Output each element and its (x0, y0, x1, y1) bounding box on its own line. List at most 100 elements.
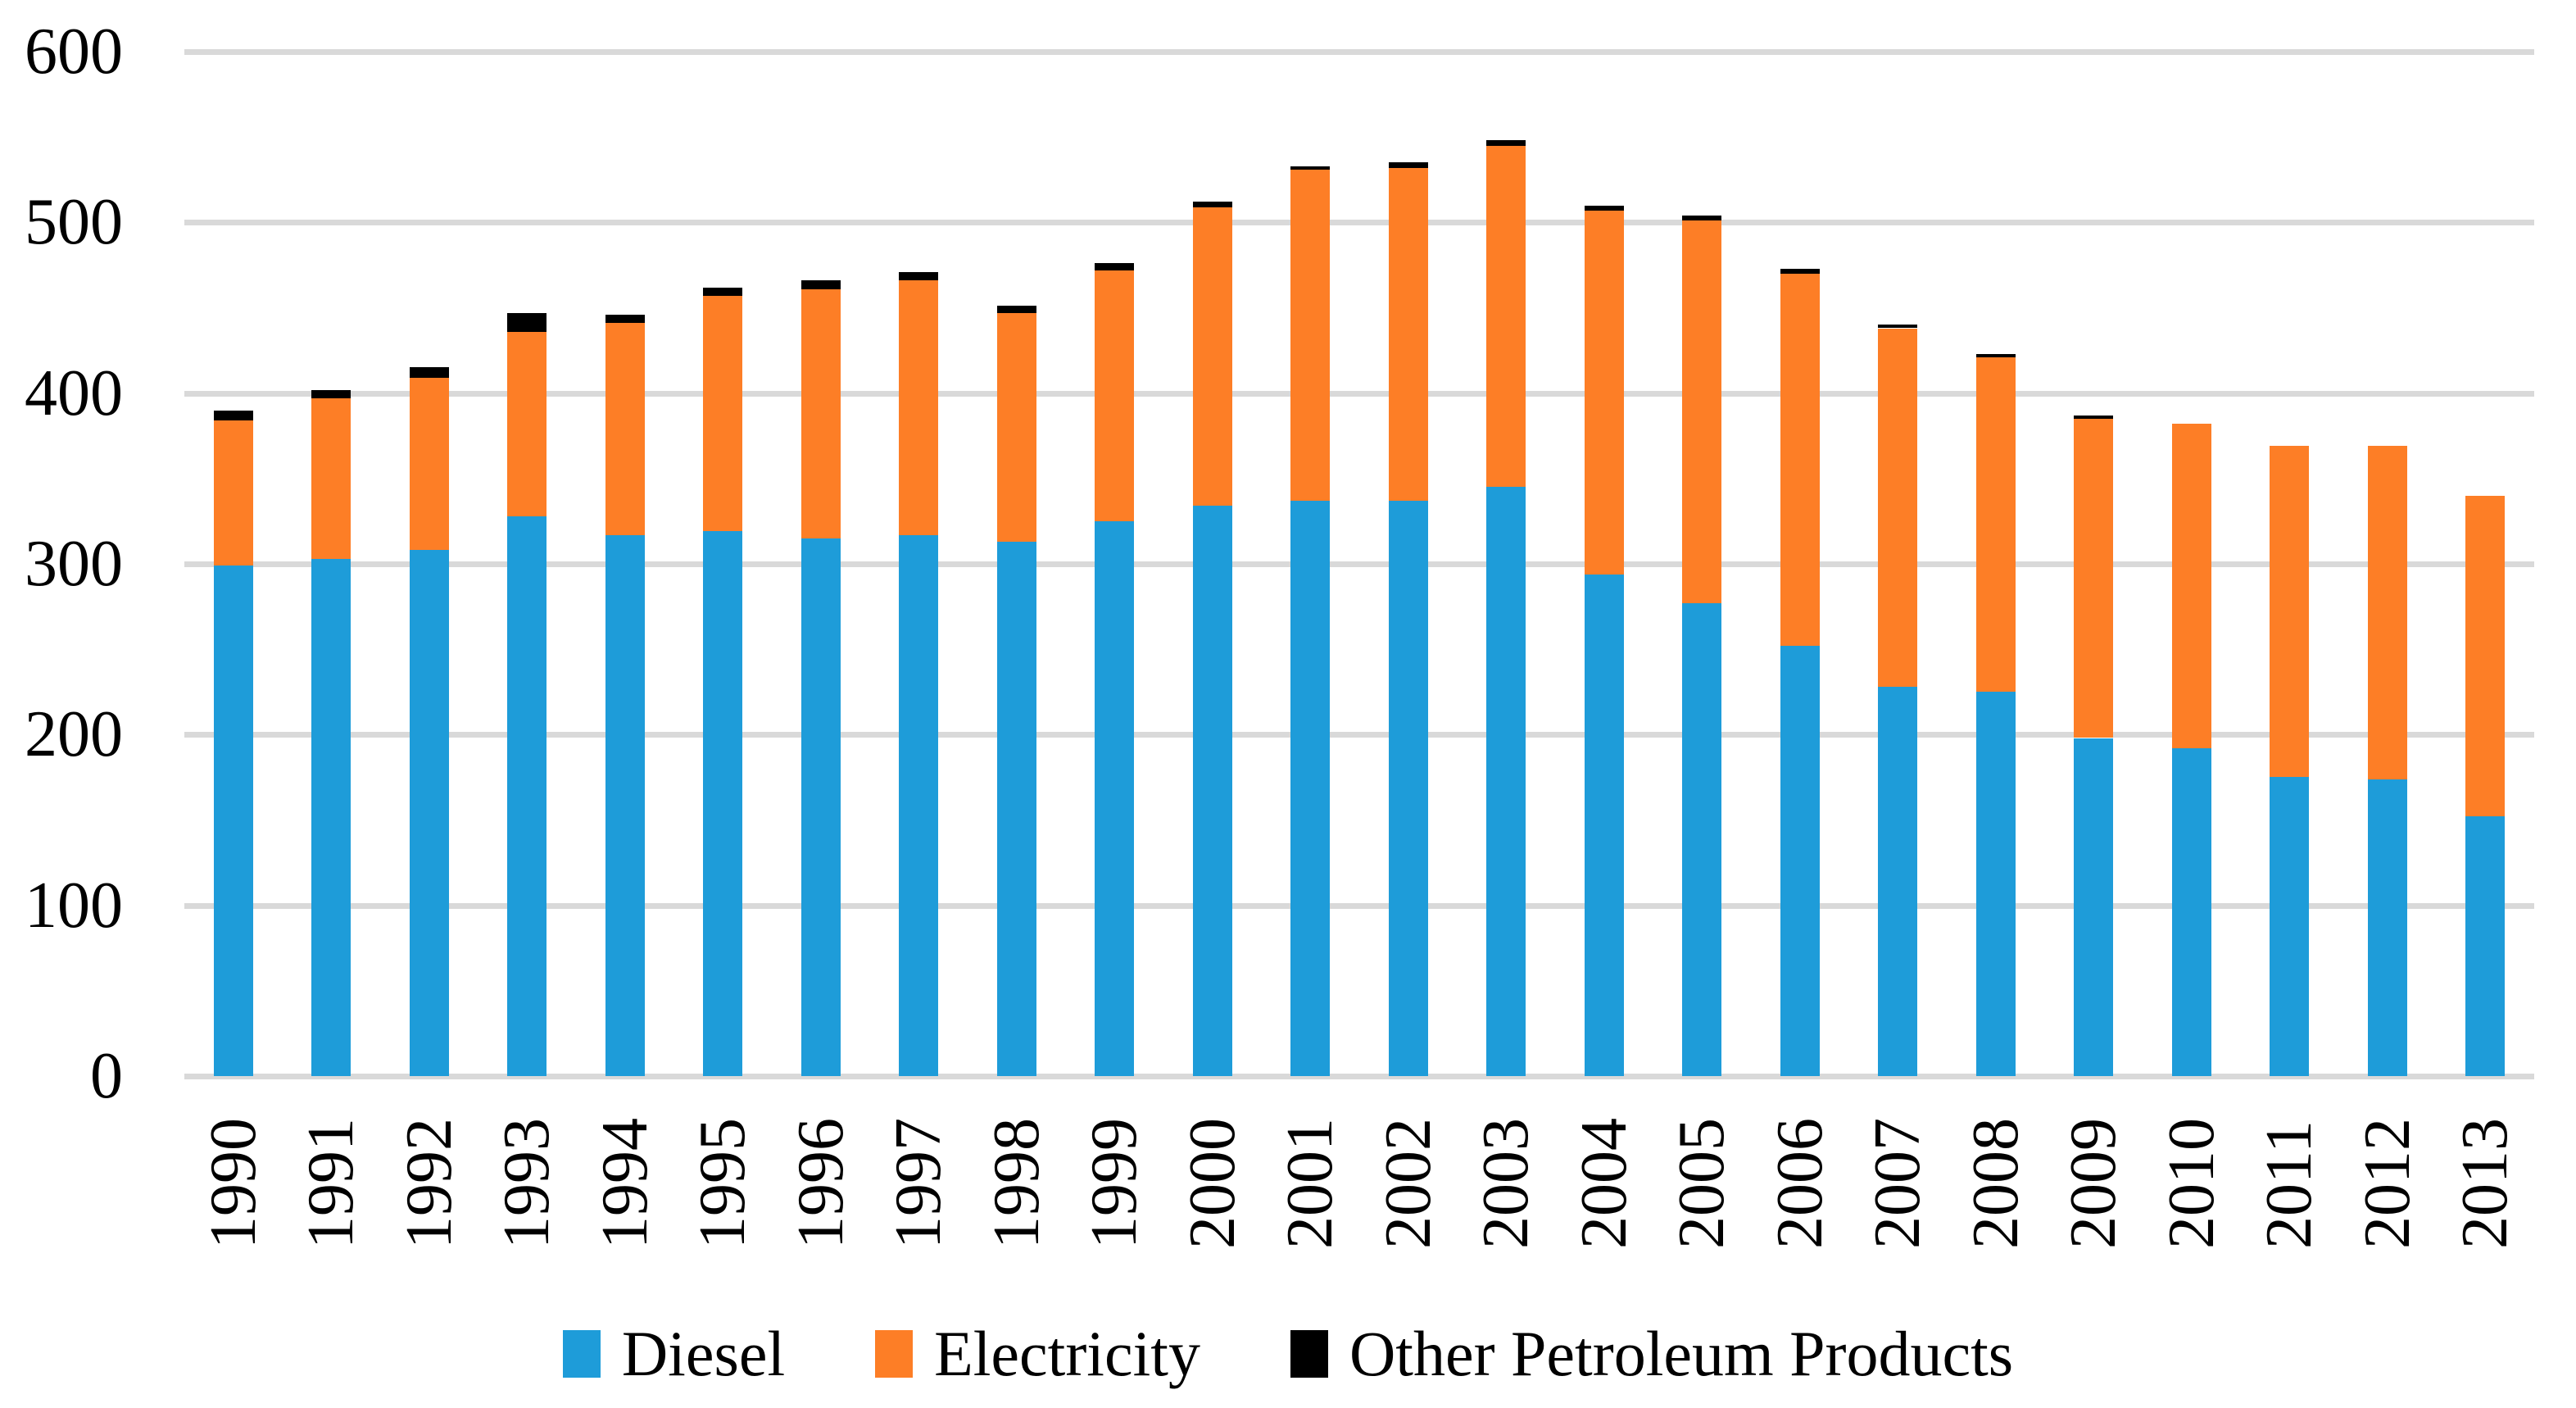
bar-segment-electricity-2010 (2171, 424, 2211, 748)
x-axis-line (184, 1074, 2534, 1079)
x-axis-label-1998: 1998 (980, 1118, 1053, 1249)
bar-segment-diesel-1997 (899, 534, 939, 1076)
x-axis-label-1999: 1999 (1078, 1118, 1151, 1249)
bar-segment-electricity-1998 (996, 312, 1036, 542)
bar-segment-diesel-1998 (996, 541, 1036, 1076)
bar-segment-electricity-1994 (605, 323, 645, 535)
bar-segment-other-petroleum-products-1990 (213, 410, 253, 420)
bar-segment-electricity-1992 (409, 377, 449, 551)
legend-label-diesel: Diesel (621, 1318, 786, 1389)
x-axis-label-2003: 2003 (1470, 1118, 1543, 1249)
bar-segment-other-petroleum-products-2004 (1584, 205, 1624, 211)
x-axis-label-1993: 1993 (491, 1118, 564, 1249)
bar-segment-electricity-2011 (2270, 446, 2310, 778)
bar-segment-other-petroleum-products-1997 (899, 271, 939, 281)
x-axis-label-1997: 1997 (882, 1118, 955, 1249)
bar-segment-electricity-2005 (1682, 220, 1722, 603)
legend-item-other-petroleum-products: Other Petroleum Products (1290, 1319, 2013, 1388)
bar-segment-diesel-2006 (1780, 646, 1820, 1076)
bar-segment-diesel-2004 (1584, 574, 1624, 1076)
bar-segment-diesel-1994 (605, 534, 645, 1076)
legend-label-other-petroleum-products: Other Petroleum Products (1349, 1318, 2014, 1389)
bar-segment-electricity-1996 (800, 288, 841, 538)
x-axis-label-2009: 2009 (2057, 1118, 2130, 1249)
bar-segment-other-petroleum-products-2002 (1388, 162, 1428, 168)
bar-segment-electricity-2003 (1486, 145, 1526, 488)
bar-segment-electricity-1999 (1095, 270, 1135, 521)
x-axis-label-1990: 1990 (197, 1118, 270, 1249)
x-axis-label-1996: 1996 (784, 1118, 857, 1249)
bar-segment-electricity-2013 (2465, 495, 2506, 817)
bar-segment-electricity-2006 (1780, 273, 1820, 646)
bar-segment-other-petroleum-products-2009 (2074, 415, 2114, 419)
bar-segment-other-petroleum-products-1992 (409, 367, 449, 378)
bar-segment-diesel-2010 (2171, 748, 2211, 1076)
bar-segment-diesel-2013 (2465, 816, 2506, 1076)
bar-segment-diesel-2011 (2270, 777, 2310, 1076)
legend-swatch-diesel-icon (562, 1330, 601, 1378)
x-axis-label-2000: 2000 (1176, 1118, 1249, 1249)
gridline-400 (184, 390, 2534, 397)
bar-segment-other-petroleum-products-2007 (1878, 325, 1918, 329)
bar-segment-diesel-2000 (1192, 506, 1232, 1076)
legend-item-electricity: Electricity (875, 1319, 1200, 1388)
y-axis-tick-500: 500 (25, 186, 123, 259)
x-axis-label-2001: 2001 (1274, 1118, 1347, 1249)
x-axis-label-2004: 2004 (1567, 1118, 1640, 1249)
bar-segment-diesel-2002 (1388, 500, 1428, 1076)
x-axis-label-1991: 1991 (295, 1118, 368, 1249)
x-axis-label-2008: 2008 (1959, 1118, 2032, 1249)
bar-segment-electricity-1995 (703, 295, 743, 532)
x-axis-label-1992: 1992 (392, 1118, 465, 1249)
x-axis-label-2012: 2012 (2351, 1118, 2424, 1249)
y-axis-tick-100: 100 (25, 869, 123, 942)
bar-segment-electricity-2008 (1975, 357, 2016, 693)
bar-segment-other-petroleum-products-2000 (1192, 202, 1232, 207)
bar-segment-other-petroleum-products-2003 (1486, 140, 1526, 146)
bar-segment-electricity-2001 (1290, 169, 1331, 501)
x-axis-label-2005: 2005 (1666, 1118, 1739, 1249)
legend-swatch-other-petroleum-products-icon (1290, 1330, 1328, 1378)
y-axis-tick-200: 200 (25, 698, 123, 771)
bar-segment-other-petroleum-products-1993 (507, 312, 547, 332)
bar-segment-diesel-1993 (507, 516, 547, 1076)
bar-segment-diesel-2008 (1975, 692, 2016, 1076)
x-axis-label-1994: 1994 (588, 1118, 661, 1249)
bar-segment-other-petroleum-products-1994 (605, 314, 645, 324)
x-axis-label-2002: 2002 (1372, 1118, 1444, 1249)
bar-segment-electricity-2007 (1878, 328, 1918, 687)
x-axis-label-2011: 2011 (2253, 1120, 2326, 1249)
bar-segment-other-petroleum-products-1999 (1095, 263, 1135, 270)
bar-segment-electricity-2000 (1192, 207, 1232, 506)
bar-segment-electricity-1990 (213, 420, 253, 566)
gridline-200 (184, 732, 2534, 738)
bar-segment-diesel-1999 (1095, 520, 1135, 1076)
bar-segment-diesel-2012 (2367, 779, 2407, 1076)
legend-item-diesel: Diesel (562, 1318, 786, 1389)
legend-label-electricity: Electricity (934, 1318, 1200, 1389)
bar-segment-electricity-1993 (507, 331, 547, 516)
bar-segment-other-petroleum-products-2006 (1780, 268, 1820, 274)
bar-segment-other-petroleum-products-1998 (996, 306, 1036, 313)
bar-segment-diesel-1990 (213, 565, 253, 1076)
gridline-300 (184, 561, 2534, 567)
bar-segment-other-petroleum-products-1991 (311, 389, 351, 398)
x-axis-label-2007: 2007 (1862, 1118, 1934, 1249)
bar-segment-other-petroleum-products-2001 (1290, 166, 1331, 170)
bar-segment-diesel-1991 (311, 558, 351, 1076)
bar-segment-diesel-2003 (1486, 487, 1526, 1076)
legend-swatch-electricity-icon (875, 1330, 914, 1378)
bar-segment-diesel-1995 (703, 531, 743, 1076)
bar-segment-electricity-2004 (1584, 210, 1624, 575)
bar-segment-electricity-1991 (311, 397, 351, 559)
bar-segment-diesel-2001 (1290, 500, 1331, 1076)
x-axis-label-1995: 1995 (687, 1118, 760, 1249)
bar-segment-electricity-2009 (2074, 418, 2114, 738)
bar-segment-electricity-1997 (899, 280, 939, 535)
bar-segment-other-petroleum-products-2008 (1975, 353, 2016, 357)
bar-segment-electricity-2002 (1388, 167, 1428, 501)
y-axis-tick-600: 600 (25, 16, 123, 88)
gridline-100 (184, 902, 2534, 909)
bar-segment-diesel-2005 (1682, 602, 1722, 1076)
bar-segment-electricity-2012 (2367, 446, 2407, 779)
